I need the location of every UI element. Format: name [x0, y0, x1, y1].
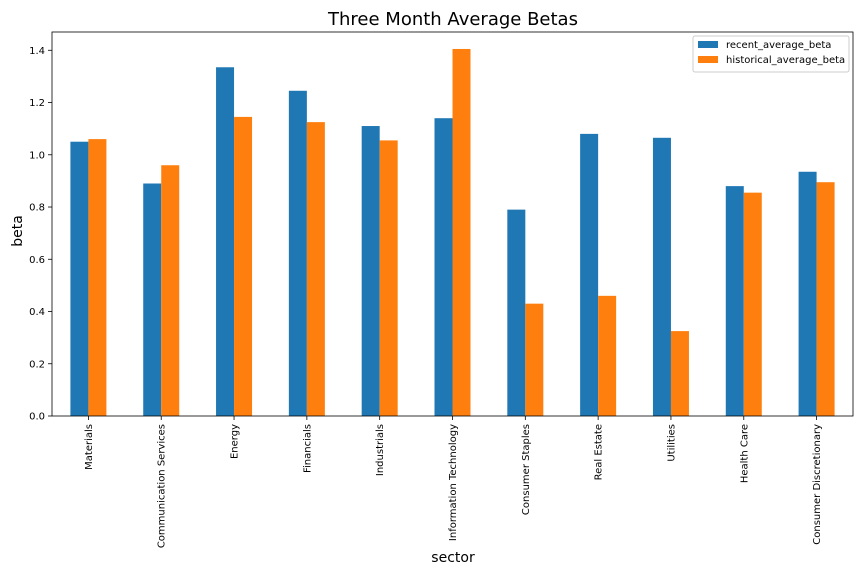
- y-tick-label: 0.4: [29, 307, 45, 318]
- x-tick-label: Utilities: [666, 424, 677, 462]
- bar-recent_average_beta-8: [652, 137, 671, 417]
- legend-label: recent_average_beta: [726, 40, 831, 51]
- x-tick-label: Health Care: [739, 424, 750, 483]
- chart-title: Three Month Average Betas: [327, 9, 578, 30]
- x-tick-label: Consumer Discretionary: [812, 424, 823, 545]
- bar-recent_average_beta-5: [434, 118, 453, 417]
- bar-historical_average_beta-2: [234, 116, 253, 417]
- x-tick-label: Information Technology: [448, 424, 459, 541]
- x-tick-label: Financials: [302, 424, 313, 473]
- y-tick-label: 0.0: [29, 412, 45, 423]
- y-tick-label: 1.4: [29, 46, 45, 57]
- y-tick-label: 1.2: [29, 98, 45, 109]
- bar-historical_average_beta-1: [161, 165, 180, 416]
- x-tick-label: Real Estate: [594, 424, 605, 480]
- y-tick-label: 0.6: [29, 255, 45, 266]
- bar-historical_average_beta-5: [452, 48, 471, 417]
- bar-recent_average_beta-2: [216, 67, 235, 416]
- bar-historical_average_beta-0: [88, 139, 107, 416]
- plot-area: [51, 31, 854, 417]
- bar-historical_average_beta-8: [670, 331, 689, 416]
- y-tick-label: 1.0: [29, 150, 45, 161]
- bar-recent_average_beta-10: [798, 171, 817, 416]
- bar-historical_average_beta-3: [306, 122, 325, 417]
- bar-historical_average_beta-9: [743, 192, 762, 416]
- legend-swatch-recent_average_beta: [698, 41, 718, 48]
- y-tick-label: 0.8: [29, 203, 45, 214]
- x-axis-label: sector: [431, 550, 475, 566]
- x-tick-label: Energy: [230, 424, 241, 459]
- legend-frame: [692, 35, 850, 73]
- bar-historical_average_beta-6: [525, 303, 544, 416]
- bar-historical_average_beta-10: [816, 182, 835, 416]
- bar-recent_average_beta-6: [507, 209, 526, 416]
- bar-historical_average_beta-7: [598, 295, 617, 416]
- bar-recent_average_beta-4: [361, 126, 380, 416]
- legend: recent_average_beta historical_average_be…: [692, 35, 850, 73]
- x-tick-label: Industrials: [375, 424, 386, 476]
- legend-swatch-historical_average_beta: [698, 56, 718, 63]
- bar-historical_average_beta-4: [379, 140, 398, 417]
- bar-recent_average_beta-0: [70, 141, 89, 416]
- x-tick-label: Communication Services: [157, 424, 168, 548]
- y-axis: 0.0 0.2 0.4 0.6 0.8 1.0 1.2 1.4: [29, 46, 52, 423]
- bar-recent_average_beta-7: [580, 133, 599, 416]
- x-tick-label: Materials: [84, 424, 95, 470]
- bar-recent_average_beta-1: [143, 183, 162, 416]
- y-axis-label: beta: [10, 215, 26, 247]
- bar-recent_average_beta-3: [288, 90, 307, 416]
- bar-recent_average_beta-9: [725, 186, 744, 416]
- x-tick-label: Consumer Staples: [521, 424, 532, 515]
- x-axis: Materials Communication Services Energy Fin…: [84, 416, 823, 548]
- legend-label: historical_average_beta: [726, 55, 845, 66]
- y-tick-label: 0.2: [29, 359, 45, 370]
